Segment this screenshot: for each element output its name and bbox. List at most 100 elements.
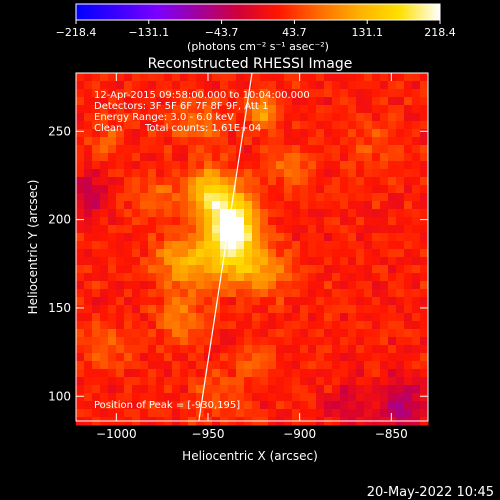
heatmap-cell <box>188 113 197 122</box>
heatmap-cell <box>404 153 413 162</box>
heatmap-cell <box>404 321 413 330</box>
heatmap-cell <box>244 329 253 338</box>
heatmap-cell <box>172 137 181 146</box>
heatmap-cell <box>372 241 381 250</box>
heatmap-cell <box>292 201 301 210</box>
heatmap-cell <box>260 201 269 210</box>
heatmap-cell <box>148 241 157 250</box>
heatmap-cell <box>420 73 429 82</box>
heatmap-cell <box>188 241 197 250</box>
heatmap-cell <box>220 265 229 274</box>
heatmap-cell <box>380 361 389 370</box>
heatmap-cell <box>268 265 277 274</box>
heatmap-cell <box>236 233 245 242</box>
heatmap-cell <box>180 161 189 170</box>
heatmap-cell <box>132 281 141 290</box>
heatmap-cell <box>196 313 205 322</box>
heatmap-cell <box>268 185 277 194</box>
heatmap-cell <box>276 73 285 82</box>
heatmap-cell <box>100 265 109 274</box>
heatmap-cell <box>268 329 277 338</box>
heatmap-cell <box>220 161 229 170</box>
heatmap-cell <box>76 97 85 106</box>
heatmap-cell <box>380 137 389 146</box>
heatmap-cell <box>212 249 221 258</box>
heatmap-cell <box>236 249 245 258</box>
heatmap-cell <box>84 361 93 370</box>
heatmap-cell <box>100 385 109 394</box>
heatmap-cell <box>276 137 285 146</box>
heatmap-cell <box>292 313 301 322</box>
heatmap-cell <box>396 169 405 178</box>
heatmap-cell <box>220 289 229 298</box>
heatmap-cell <box>244 361 253 370</box>
heatmap-cell <box>356 153 365 162</box>
heatmap-cell <box>388 361 397 370</box>
heatmap-cell <box>204 257 213 266</box>
heatmap-cell <box>372 145 381 154</box>
heatmap-cell <box>204 217 213 226</box>
heatmap-cell <box>260 345 269 354</box>
heatmap-cell <box>172 81 181 90</box>
heatmap-cell <box>404 345 413 354</box>
heatmap-cell <box>196 393 205 402</box>
heatmap-cell <box>260 209 269 218</box>
solar-limb-line <box>198 72 253 422</box>
heatmap-cell <box>84 385 93 394</box>
heatmap-cell <box>124 193 133 202</box>
heatmap-cell <box>108 201 117 210</box>
heatmap-cell <box>380 393 389 402</box>
heatmap-cell <box>244 73 253 82</box>
heatmap-cell <box>236 361 245 370</box>
y-tick-label: 100 <box>48 389 71 403</box>
heatmap-cell <box>340 113 349 122</box>
heatmap-cell <box>196 137 205 146</box>
heatmap-cell <box>364 121 373 130</box>
heatmap-cell <box>140 113 149 122</box>
heatmap-cell <box>276 169 285 178</box>
heatmap-cell <box>420 81 429 90</box>
heatmap-cell <box>324 81 333 90</box>
heatmap-cell <box>140 353 149 362</box>
heatmap-cell <box>76 249 85 258</box>
heatmap-cell <box>108 225 117 234</box>
heatmap-cell <box>284 345 293 354</box>
heatmap-cell <box>284 353 293 362</box>
heatmap-cell <box>412 289 421 298</box>
heatmap-cell <box>204 145 213 154</box>
heatmap-cell <box>172 313 181 322</box>
heatmap-cell <box>340 313 349 322</box>
heatmap-cell <box>284 121 293 130</box>
heatmap-cell <box>276 313 285 322</box>
heatmap-cell <box>412 249 421 258</box>
heatmap-cell <box>76 89 85 98</box>
heatmap-cell <box>292 401 301 410</box>
heatmap-cell <box>284 153 293 162</box>
heatmap-cell <box>260 89 269 98</box>
heatmap-cell <box>284 233 293 242</box>
heatmap-cell <box>292 113 301 122</box>
heatmap-cell <box>340 89 349 98</box>
heatmap-cell <box>380 161 389 170</box>
heatmap-cell <box>420 345 429 354</box>
heatmap-cell <box>156 105 165 114</box>
heatmap-cell <box>356 89 365 98</box>
heatmap-cell <box>404 185 413 194</box>
heatmap-cell <box>204 209 213 218</box>
heatmap-cell <box>148 329 157 338</box>
heatmap-cell <box>284 129 293 138</box>
heatmap-cell <box>332 225 341 234</box>
heatmap-cell <box>164 313 173 322</box>
heatmap-cell <box>252 297 261 306</box>
heatmap-cell <box>388 377 397 386</box>
heatmap-cell <box>388 385 397 394</box>
heatmap-cell <box>188 161 197 170</box>
heatmap-cell <box>316 73 325 82</box>
heatmap-cell <box>172 233 181 242</box>
heatmap-cell <box>268 113 277 122</box>
heatmap-cell <box>220 337 229 346</box>
heatmap-cell <box>116 329 125 338</box>
heatmap-cell <box>156 129 165 138</box>
heatmap-cell <box>164 185 173 194</box>
heatmap-cell <box>284 289 293 298</box>
